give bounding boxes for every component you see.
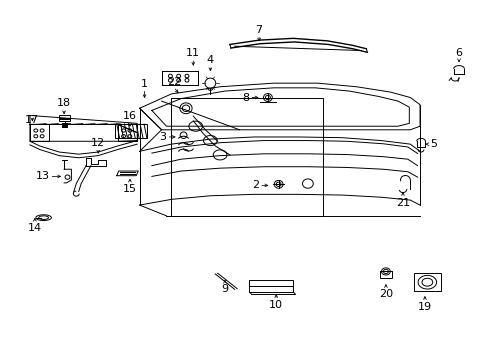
Bar (379, 271, 391, 278)
Text: 16: 16 (122, 111, 137, 121)
Text: 7: 7 (255, 25, 262, 35)
Text: 14: 14 (28, 223, 42, 233)
Text: 6: 6 (455, 48, 462, 58)
Text: 22: 22 (166, 77, 181, 87)
Text: 11: 11 (186, 48, 200, 58)
Text: 3: 3 (159, 132, 166, 142)
Text: 20: 20 (378, 289, 392, 300)
Text: 2: 2 (251, 180, 259, 190)
Text: 12: 12 (91, 138, 105, 148)
Text: 19: 19 (417, 302, 431, 312)
Text: 9: 9 (221, 284, 228, 294)
Text: 13: 13 (36, 171, 49, 181)
Text: 10: 10 (269, 300, 283, 310)
Bar (413, 273, 440, 291)
Text: 4: 4 (206, 55, 213, 65)
Text: 17: 17 (25, 116, 40, 125)
Text: 21: 21 (395, 198, 409, 208)
Bar (30, 125, 49, 141)
Bar (59, 115, 70, 121)
Text: 1: 1 (141, 78, 148, 89)
Text: 8: 8 (242, 93, 249, 103)
Bar (118, 125, 137, 141)
Text: 15: 15 (122, 184, 137, 194)
Bar (161, 71, 198, 85)
Text: 18: 18 (57, 98, 71, 108)
Bar (115, 124, 147, 138)
Bar (249, 280, 293, 292)
Text: 5: 5 (429, 139, 436, 149)
